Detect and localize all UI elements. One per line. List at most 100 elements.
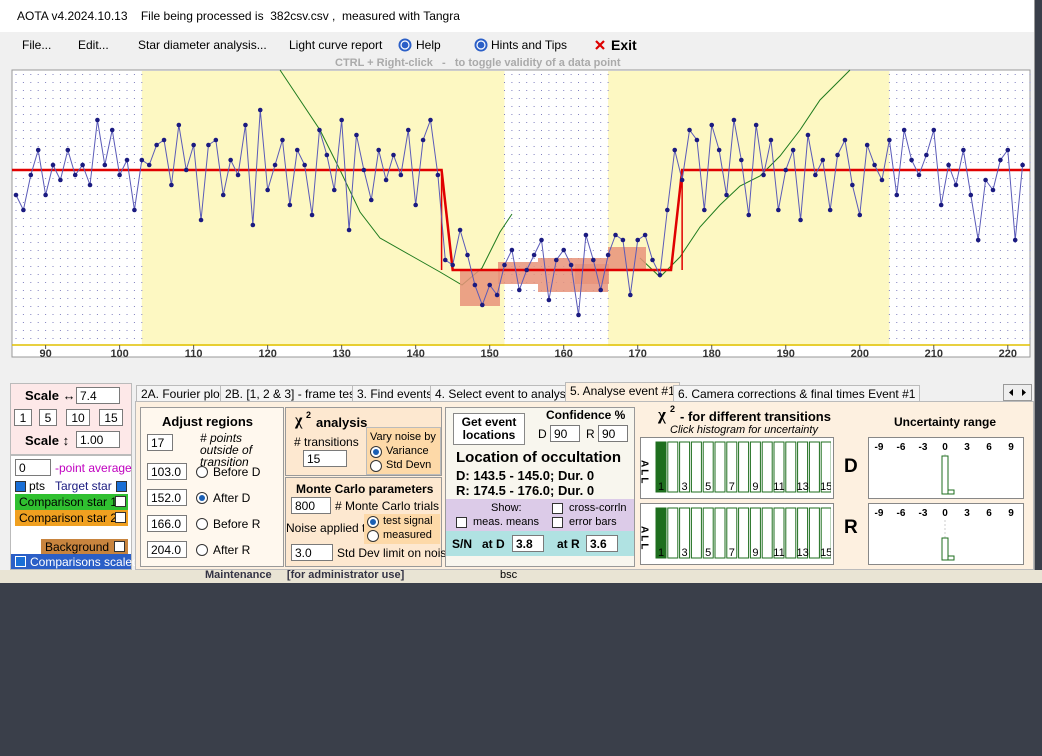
uncertainty-tick-label: 3 xyxy=(964,442,970,453)
dash: - xyxy=(509,468,514,483)
region-input[interactable]: 152.0 xyxy=(147,489,187,506)
tab-scroll[interactable] xyxy=(1003,384,1032,401)
data-point xyxy=(739,157,744,163)
histogram-r[interactable]: ALL 1 3 5 7 9 11 13 15 xyxy=(639,503,834,565)
region-radio[interactable] xyxy=(196,518,208,530)
region-input[interactable]: 103.0 xyxy=(147,463,187,480)
hist-bar xyxy=(797,507,809,559)
menu-item[interactable]: Hints and Tips xyxy=(491,38,568,52)
transitions-label: # transitions xyxy=(294,435,359,449)
d-line: D: 143.5 - 145.0; Dur. 0 xyxy=(456,468,594,483)
std-input[interactable]: 3.0 xyxy=(291,544,333,561)
vary-radio[interactable] xyxy=(370,460,382,472)
menu-item[interactable]: File... xyxy=(22,38,52,52)
scaled-checkbox[interactable] xyxy=(15,556,26,567)
data-point xyxy=(665,207,670,213)
data-point xyxy=(591,257,596,263)
noise-radio[interactable] xyxy=(367,530,379,542)
regions-panel: Adjust regions 17 # points outside of tr… xyxy=(140,407,284,567)
region-input[interactable]: 166.0 xyxy=(147,515,187,532)
data-point xyxy=(872,162,877,168)
background-checkbox[interactable] xyxy=(114,541,125,552)
show-checkbox[interactable] xyxy=(456,517,467,528)
menu-item[interactable]: Light curve report xyxy=(289,38,383,52)
scale-v-input[interactable]: 1.00 xyxy=(76,431,120,448)
region-input[interactable]: 204.0 xyxy=(147,541,187,558)
pts-checkbox[interactable] xyxy=(15,481,26,492)
maintenance-text: Maintenance [for administrator use] xyxy=(205,569,405,581)
data-point xyxy=(206,142,211,148)
menu-item[interactable]: Exit xyxy=(611,37,637,53)
data-point xyxy=(613,232,618,238)
show-checkbox[interactable] xyxy=(552,503,563,514)
region-label: Before D xyxy=(213,465,261,479)
hist-tick-label: 11 xyxy=(773,481,784,493)
tab[interactable]: 4. Select event to analyse xyxy=(430,385,578,402)
show-checkbox[interactable] xyxy=(552,517,563,528)
trials-input[interactable]: 800 xyxy=(291,497,331,514)
region-radio[interactable] xyxy=(196,492,208,504)
chi2-title: analysis xyxy=(316,415,368,430)
region-radio[interactable] xyxy=(196,466,208,478)
model-line xyxy=(12,168,1030,272)
data-point xyxy=(805,132,811,138)
comp2-checkbox[interactable] xyxy=(115,512,126,523)
menu-item[interactable]: Help xyxy=(416,38,441,52)
region-radio[interactable] xyxy=(196,544,208,556)
folder-name: bsc xyxy=(500,569,518,581)
scale-button[interactable]: 15 xyxy=(99,409,123,426)
sn-d-value: 3.8 xyxy=(516,537,533,551)
hist-bar xyxy=(797,441,809,493)
hist-bar xyxy=(690,441,702,493)
hist-bar xyxy=(773,441,785,493)
x-tick-label: 90 xyxy=(39,348,51,360)
data-point xyxy=(657,272,663,278)
data-point xyxy=(531,252,537,258)
vary-radio[interactable] xyxy=(370,446,382,458)
scale-h-input[interactable]: 7.4 xyxy=(76,387,120,404)
d-start: 143.5 xyxy=(473,468,506,483)
uncertainty-bar xyxy=(947,489,955,495)
hist-tick-label: 3 xyxy=(682,481,688,493)
data-point xyxy=(887,137,892,143)
tab[interactable]: 3. Find events xyxy=(352,385,438,402)
hist-d-label: D xyxy=(844,456,858,477)
target-checkbox[interactable] xyxy=(116,481,127,492)
panel-svg: -9 -6 -3 0 3 6 9 xyxy=(875,442,1014,495)
data-point xyxy=(901,127,907,133)
tab-active[interactable]: 5. Analyse event #1 xyxy=(565,382,680,402)
noise-radio[interactable] xyxy=(367,516,379,528)
tab[interactable]: 6. Camera corrections & final times Even… xyxy=(673,385,921,402)
data-point xyxy=(894,192,900,198)
conf-d-input[interactable]: 90 xyxy=(550,425,580,442)
histogram-d[interactable]: ALL 1 3 5 7 9 11 13 15 xyxy=(639,437,834,499)
transitions-input[interactable]: 15 xyxy=(303,450,347,467)
scale-button[interactable]: 10 xyxy=(66,409,90,426)
scale-button[interactable]: 5 xyxy=(39,409,57,426)
get-locations-button[interactable]: Get event locations xyxy=(453,413,525,445)
comparison-curve xyxy=(279,69,851,286)
scale-button[interactable]: 1 xyxy=(14,409,32,426)
hist-bar xyxy=(749,507,761,559)
tab[interactable]: 2A. Fourier plot xyxy=(136,385,229,402)
hist-tick-label: 7 xyxy=(729,481,735,493)
comp1-checkbox[interactable] xyxy=(115,496,126,507)
hist-tick-label: 9 xyxy=(752,481,758,493)
sn-r-label: at R xyxy=(557,537,580,551)
data-point xyxy=(502,262,507,268)
average-select[interactable]: 0 xyxy=(15,459,51,476)
tab[interactable]: 2B. [1, 2 & 3] - frame test xyxy=(220,385,364,402)
data-point xyxy=(191,142,196,148)
data-point xyxy=(568,262,574,268)
menu-item[interactable]: Star diameter analysis... xyxy=(138,38,267,52)
data-point xyxy=(376,147,381,153)
conf-r-input[interactable]: 90 xyxy=(598,425,628,442)
tab-scroll-arrows xyxy=(1009,389,1026,396)
data-point xyxy=(509,247,515,253)
menu-item[interactable]: Edit... xyxy=(78,38,109,52)
data-point xyxy=(272,162,278,168)
points-input[interactable]: 17 xyxy=(147,434,173,451)
data-point xyxy=(576,312,581,318)
uncertainty-r: -9 -6 -3 0 3 6 9 xyxy=(868,503,1024,565)
